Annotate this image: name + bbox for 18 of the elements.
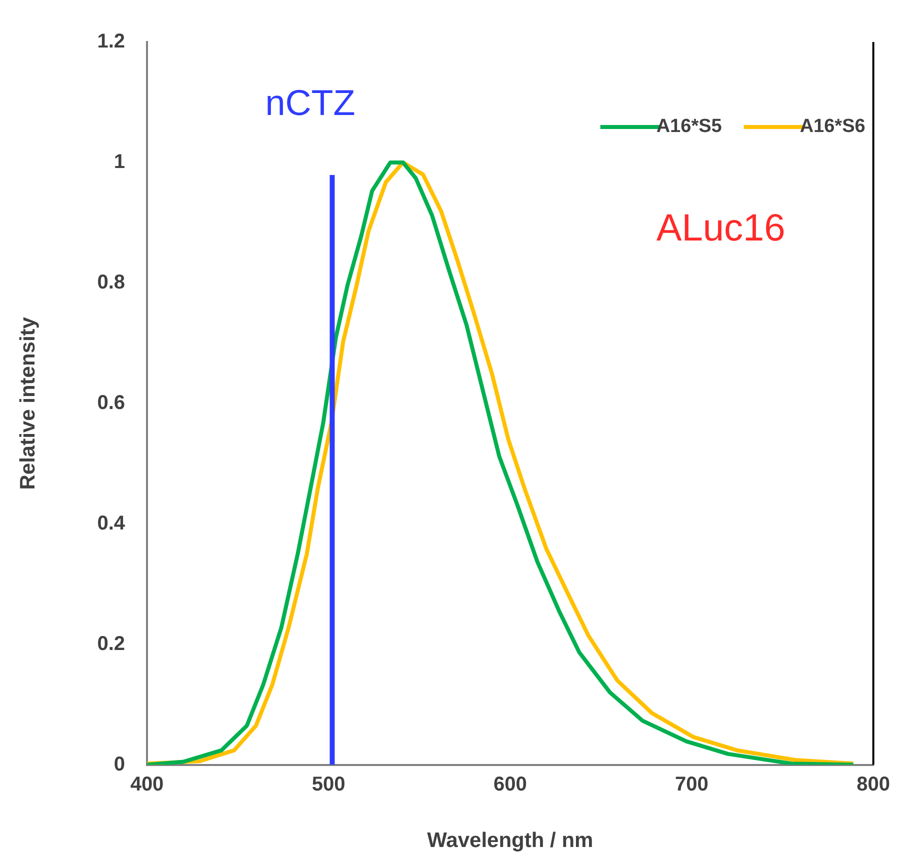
y-tick-label: 0.8 xyxy=(97,271,126,294)
y-tick-label: 0.6 xyxy=(97,392,126,414)
ref-line-label: nCTZ xyxy=(265,82,356,123)
legend-label: A16*S6 xyxy=(800,116,866,138)
y-axis-title: Relative intensity xyxy=(16,316,40,490)
x-tick-label: 500 xyxy=(312,773,346,796)
legend-label: A16*S5 xyxy=(656,116,722,138)
x-tick-label: 600 xyxy=(493,773,527,796)
y-tick-label: 0.4 xyxy=(97,512,126,534)
x-tick-label: 400 xyxy=(130,773,164,796)
y-tick-label: 1 xyxy=(114,150,126,173)
y-tick-label: 0.2 xyxy=(97,632,126,655)
x-tick-label: 800 xyxy=(856,773,890,796)
y-tick-label: 1.2 xyxy=(97,30,126,53)
x-tick-label: 700 xyxy=(675,773,708,796)
y-tick-label: 0 xyxy=(114,753,126,776)
annotation: ALuc16 xyxy=(656,207,786,250)
x-axis-title: Wavelength / nm xyxy=(427,829,594,852)
